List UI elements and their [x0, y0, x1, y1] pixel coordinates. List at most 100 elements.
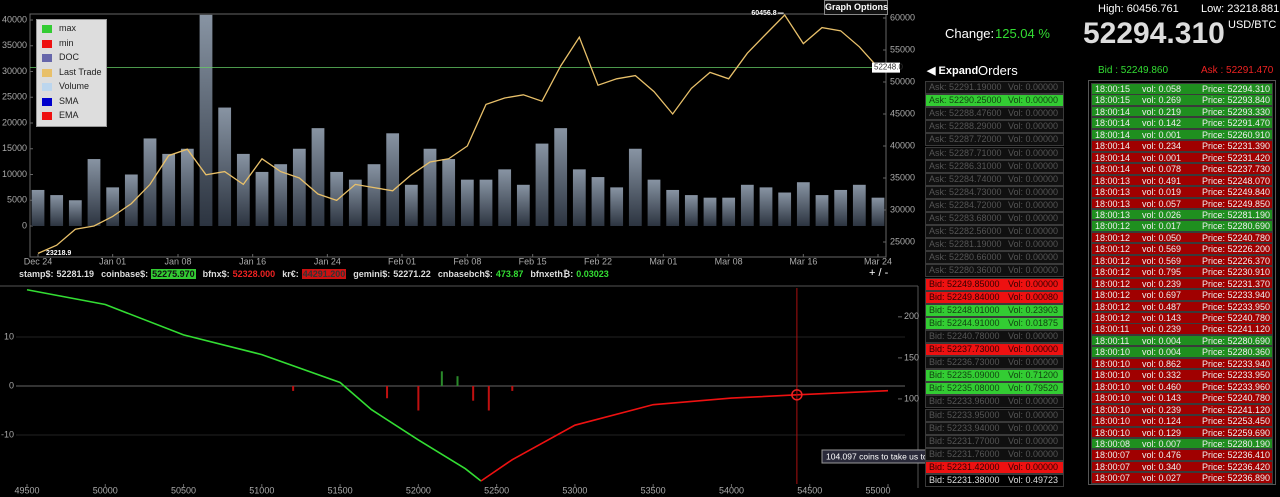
y2-tick-label: 50000: [890, 76, 915, 86]
trade-time: 18:00:10: [1095, 427, 1131, 438]
order-price: Ask: 52284.72000: [929, 199, 1002, 210]
plot-frame: [29, 13, 887, 258]
trade-volume: vol: 0.019: [1142, 187, 1182, 198]
trade-price: Price: 52231.370: [1202, 278, 1271, 289]
ticker-label: stamp$:: [19, 269, 54, 279]
ticker-label: bfnxeth₿:: [530, 269, 574, 279]
order-price: Bid: 52231.76000: [929, 448, 1000, 459]
trade-time: 18:00:07: [1095, 473, 1131, 484]
order-price: Bid: 52249.85000: [929, 278, 1000, 289]
order-row: Ask: 52290.25000 Vol: 0.00000: [925, 94, 1064, 108]
trade-time: 18:00:10: [1095, 358, 1131, 369]
order-volume: Vol: 0.00000: [1008, 226, 1059, 237]
order-price: Ask: 52281.19000: [929, 239, 1002, 250]
x-tick-label: Jan 24: [314, 256, 341, 266]
trade-volume: vol: 0.057: [1142, 198, 1182, 209]
trade-price: Price: 52233.950: [1202, 301, 1271, 312]
trade-time: 18:00:10: [1095, 347, 1131, 358]
trade-row: 18:00:10 vol: 0.862 Price: 52233.940: [1091, 357, 1273, 370]
trade-volume: vol: 0.017: [1142, 221, 1182, 232]
y-tick-label: -10: [1, 429, 14, 439]
x-tick-label: Feb 01: [388, 256, 416, 266]
trade-row: 18:00:10 vol: 0.460 Price: 52233.960: [1091, 380, 1273, 393]
volume-bar: [31, 189, 45, 226]
change-value: 125.04 %: [995, 26, 1050, 41]
x-tick-label: 54000: [719, 485, 744, 495]
ask: Ask : 52291.470: [1201, 65, 1274, 76]
zoom-control[interactable]: + / -: [869, 267, 889, 279]
order-price: Bid: 52240.78000: [929, 330, 1000, 341]
trade-price: Price: 52226.200: [1202, 244, 1271, 255]
order-price: Ask: 52288.29000: [929, 121, 1002, 132]
x-tick-label: Jan 08: [164, 256, 191, 266]
net-bar: [292, 386, 295, 391]
order-price: Bid: 52235.08000: [929, 383, 1000, 394]
trade-price: Price: 52249.840: [1202, 187, 1271, 198]
trade-price: Price: 52241.120: [1202, 324, 1271, 335]
y2-tick-label: 60000: [890, 12, 915, 22]
net-bar: [511, 386, 514, 391]
order-volume: Vol: 0.00000: [1008, 239, 1059, 250]
trade-time: 18:00:15: [1095, 95, 1131, 106]
net-bar: [456, 376, 459, 386]
trade-time: 18:00:11: [1095, 335, 1130, 346]
order-price: Ask: 52280.36000: [929, 265, 1002, 276]
trade-volume: vol: 0.050: [1142, 232, 1182, 243]
y-tick-label: 20000: [2, 117, 27, 127]
order-row: Bid: 52237.73000 Vol: 0.00000: [925, 343, 1064, 356]
trade-time: 18:00:07: [1095, 450, 1131, 461]
trade-price: Price: 52260.910: [1202, 129, 1271, 140]
graph-options-button[interactable]: Graph Options: [824, 0, 888, 15]
legend-swatch: [42, 97, 52, 106]
trade-volume: vol: 0.239: [1142, 404, 1182, 415]
volume-bar: [292, 148, 306, 226]
trade-time: 18:00:14: [1095, 141, 1131, 152]
order-volume: Vol: 0.00000: [1008, 147, 1059, 158]
trade-row: 18:00:14 vol: 0.234 Price: 52231.390: [1091, 140, 1273, 152]
order-price: Bid: 52233.95000: [929, 409, 1000, 420]
trade-list: 18:00:15 vol: 0.058 Price: 52294.310 18:00:…: [1088, 80, 1276, 485]
volume-bar: [516, 184, 530, 226]
legend-swatch: [42, 83, 52, 91]
order-price: Bid: 52235.09000: [929, 370, 1000, 381]
legend-swatch: [42, 54, 52, 62]
trade-volume: vol: 0.026: [1142, 209, 1182, 220]
trade-price: Price: 52249.850: [1202, 198, 1271, 209]
ticker-label: cnbasebch$:: [437, 269, 493, 279]
order-price: Bid: 52236.73000: [929, 357, 1000, 368]
y-tick-label: 25000: [2, 92, 27, 102]
net-bar: [417, 386, 420, 411]
order-price: Bid: 52231.42000: [929, 461, 1000, 472]
trade-volume: vol: 0.340: [1142, 461, 1182, 472]
order-volume: Vol: 0.00000: [1008, 396, 1059, 407]
ticker-label: bfnx$:: [202, 269, 230, 279]
x-tick-label: 51000: [249, 485, 274, 495]
trade-time: 18:00:12: [1095, 232, 1131, 243]
x-tick-label: 50500: [171, 485, 196, 495]
trade-volume: vol: 0.269: [1142, 95, 1182, 106]
trade-volume: vol: 0.487: [1142, 301, 1182, 312]
order-row: Bid: 52249.85000 Vol: 0.00000: [925, 277, 1064, 291]
trade-time: 18:00:13: [1095, 175, 1131, 186]
trade-price: Price: 52236.890: [1202, 473, 1271, 484]
trade-row: 18:00:14 vol: 0.078 Price: 52237.730: [1091, 163, 1273, 175]
x-tick-label: Feb 08: [453, 256, 481, 266]
trade-volume: vol: 0.142: [1142, 118, 1182, 129]
x-tick-label: Mar 24: [864, 256, 892, 266]
order-price: Bid: 52237.73000: [929, 344, 1000, 354]
net-bar: [386, 386, 389, 399]
peak-label: 60456.8: [751, 10, 776, 17]
x-tick-label: 54500: [797, 485, 822, 495]
trade-price: Price: 52233.960: [1202, 381, 1271, 392]
trade-price: Price: 52291.470: [1202, 118, 1271, 129]
expand-button[interactable]: ◀ Expand: [927, 65, 979, 77]
x-tick-label: 50000: [93, 485, 118, 495]
volume-bar: [404, 184, 418, 226]
trade-volume: vol: 0.027: [1142, 473, 1182, 484]
order-volume: Vol: 0.00000: [1008, 95, 1059, 106]
order-volume: Vol: 0.00000: [1008, 160, 1059, 171]
order-row: Ask: 52284.72000 Vol: 0.00000: [925, 198, 1064, 212]
volume-bar: [68, 200, 82, 226]
volume-bar: [311, 128, 325, 226]
